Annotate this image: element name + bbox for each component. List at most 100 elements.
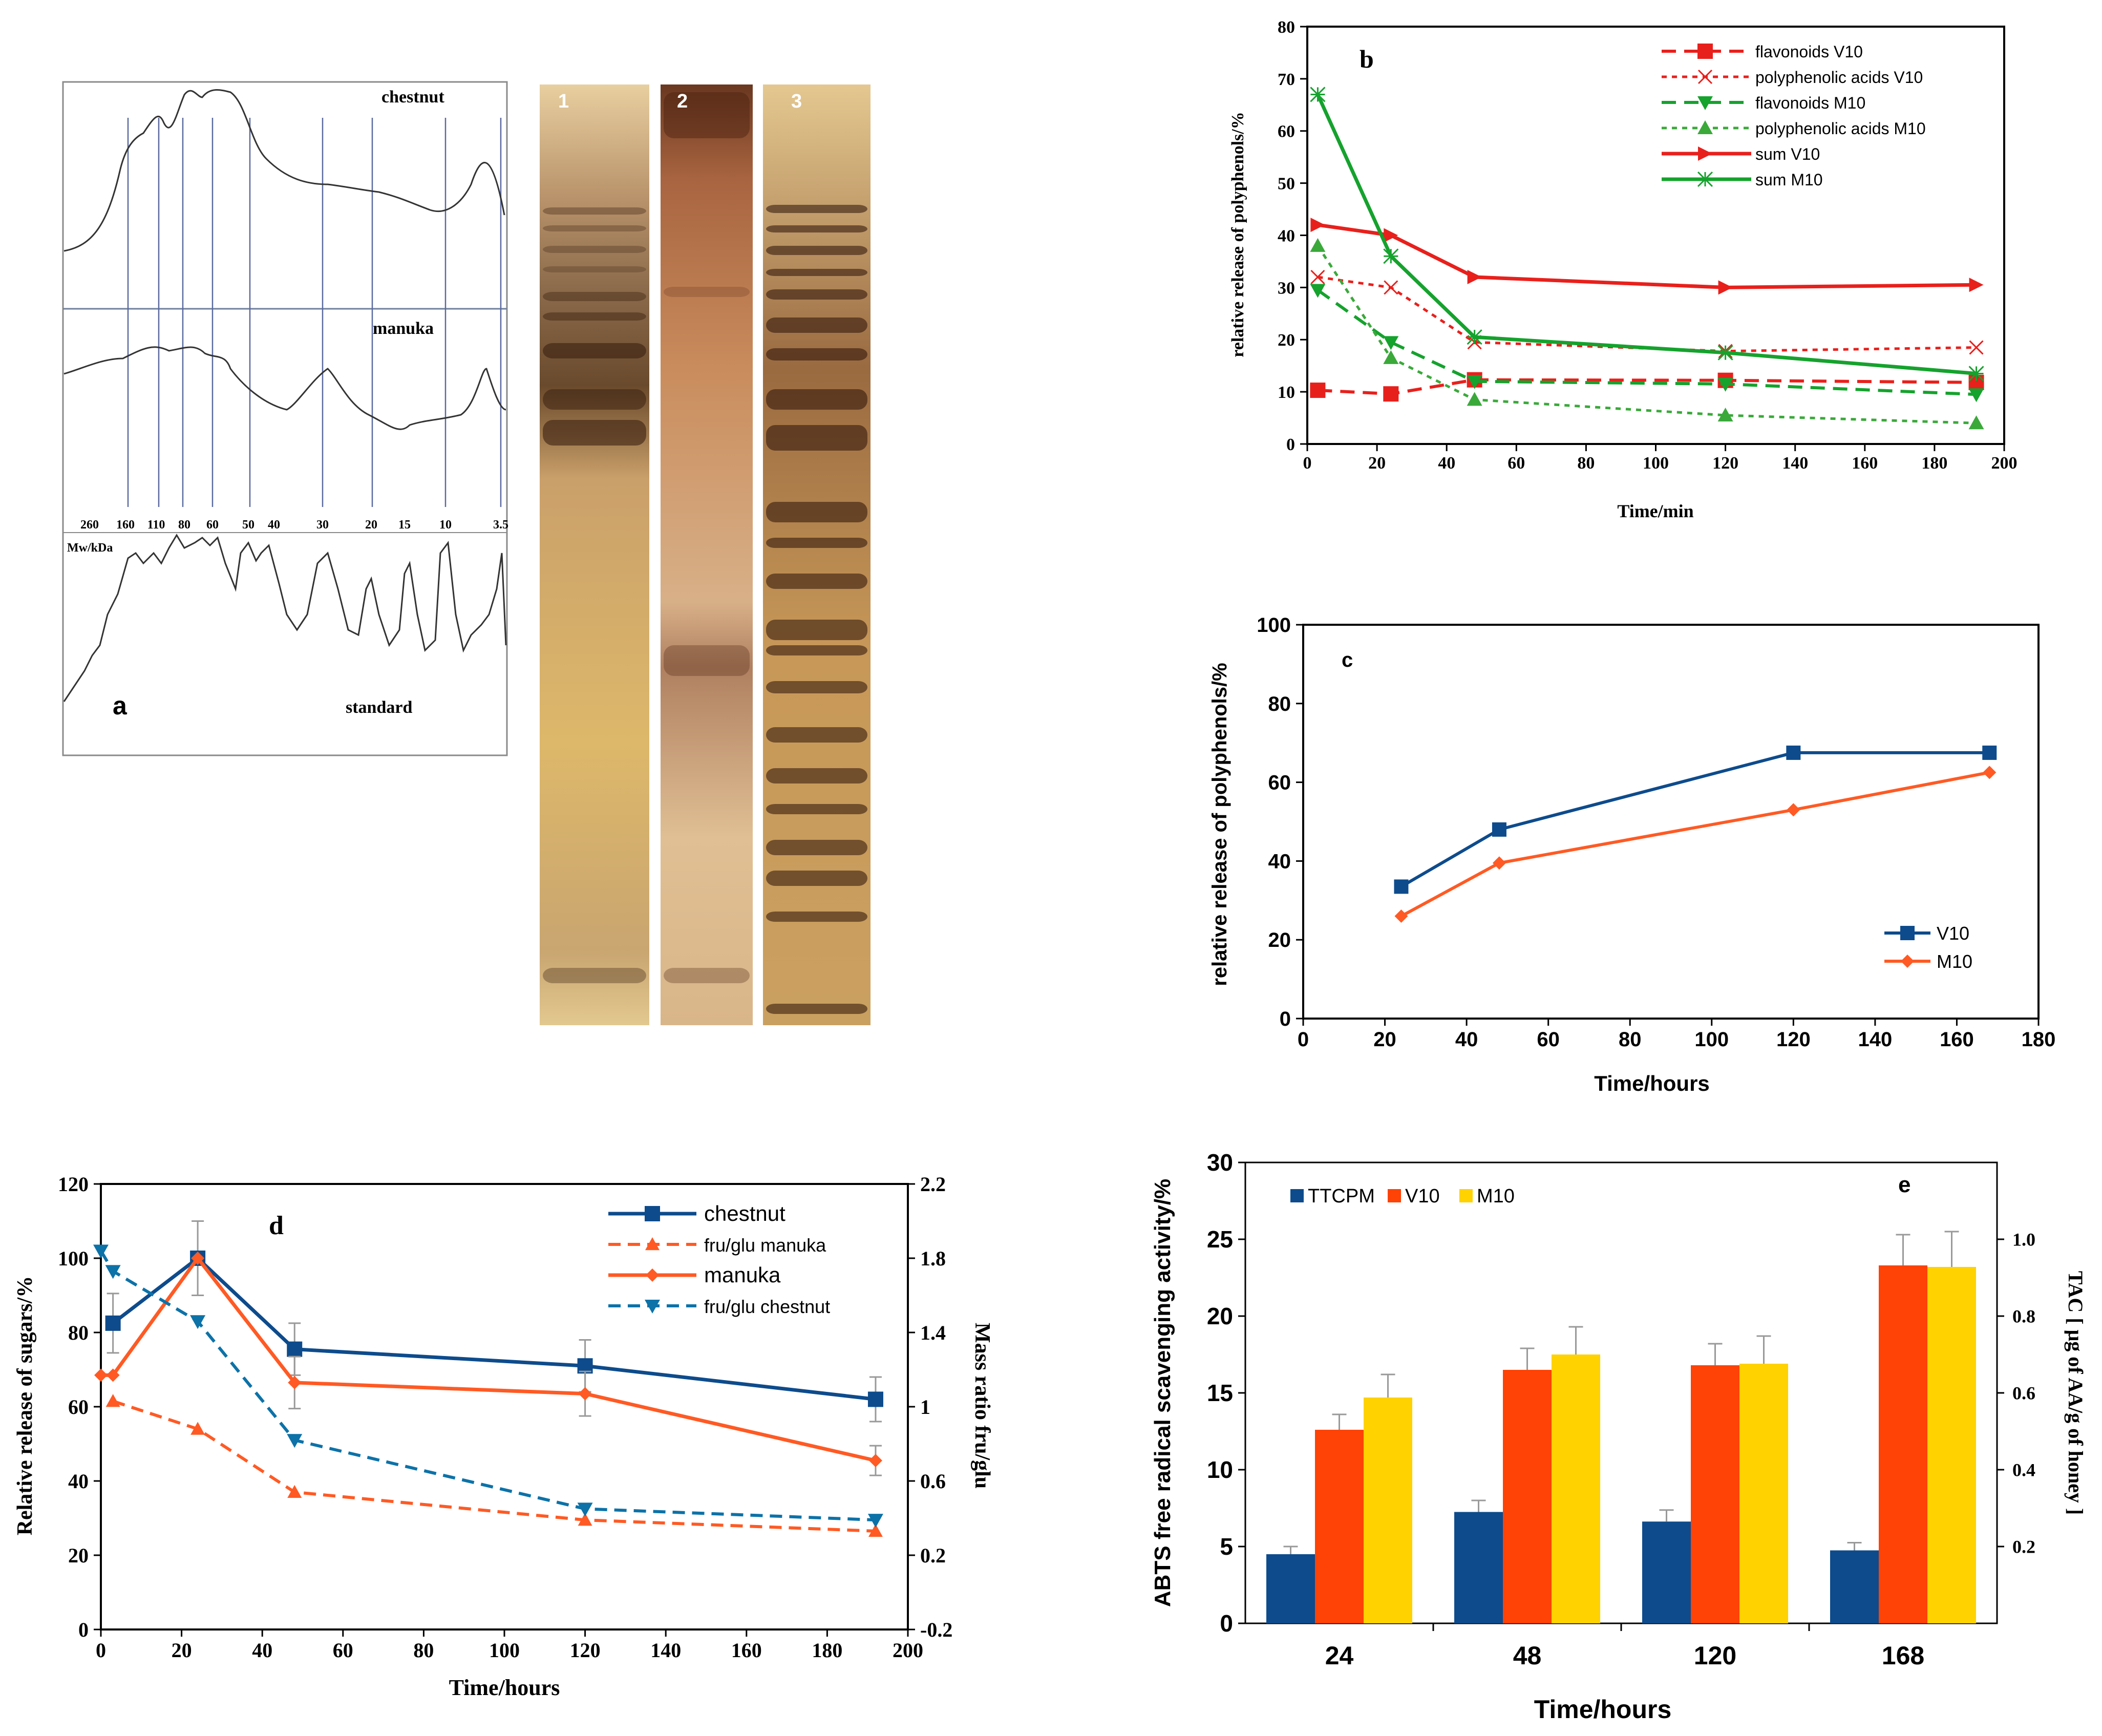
panel-b-letter: b [1360,45,1374,73]
point-manuka [106,1368,120,1382]
series-line-fru-glu-manuka [112,1400,876,1533]
bar-ttcpm-168 [1830,1550,1879,1623]
gel-band [543,312,646,321]
point-polyphenolic-acids-v10 [1310,269,1325,285]
legend-label-v10: V10 [1405,1185,1440,1207]
point-sum-v10 [1718,280,1733,295]
point-fru-glu-manuka [105,1394,120,1407]
x-tick-label: 140 [1782,454,1808,473]
mw-tick-label: 160 [116,518,135,532]
bar-ttcpm-120 [1642,1521,1691,1623]
point-fru-glu-manuka [578,1513,592,1526]
series-m10 [1364,1231,1976,1623]
x-tick-label: 200 [893,1639,923,1662]
point-v10 [1786,745,1801,760]
legend-marker-chestnut [645,1206,660,1221]
y-tick-label: 1.8 [920,1247,946,1270]
panel-d-y2label: Mass ratio fru/glu [970,1323,994,1489]
panel-c: 0 20 40 60 80 100 120 140 160 180 0 20 40 60 80 100 c T… [1208,614,2055,1095]
panel-e-series [1266,1231,1976,1623]
legend-label-sum-v10: sum V10 [1755,145,1820,163]
panel-a-letter: a [113,691,128,720]
point-sum-m10 [1310,87,1326,102]
legend-marker-fru-glu-chestnut [645,1300,660,1314]
y-tick-label: 0.8 [2012,1306,2035,1327]
gel-band [766,269,867,276]
y-tick-label: 25 [1207,1226,1233,1253]
bar-ttcpm-24 [1266,1554,1315,1623]
x-tick-label: 20 [1373,1028,1396,1051]
legend-marker-flavonoids-m10 [1697,96,1713,110]
point-fru-glu-manuka [287,1485,302,1498]
legend-label-sum-m10: sum M10 [1755,171,1823,189]
y-tick-label: 15 [1207,1380,1233,1406]
legend-marker-v10 [1900,926,1915,940]
gel-band [543,266,646,272]
point-polyphenolic-acids-m10 [1310,238,1326,252]
gel-band [543,968,646,983]
x-tick-label: 80 [413,1639,434,1662]
panel-b-legend: flavonoids V10 polyphenolic acids V10 flav… [1662,43,1926,189]
bar-v10-168 [1879,1265,1927,1623]
gel-band [664,287,750,297]
error-bars-manuka [288,1356,882,1476]
point-manuka [94,1368,108,1382]
x-tick-label: 40 [1455,1028,1478,1051]
legend-label-polyphenolic-acids-m10: polyphenolic acids M10 [1755,119,1926,138]
gel-image: 1 2 3 [540,84,870,1025]
series-flavonoids-m10 [1310,284,1984,403]
y-tick-label: 0 [1220,1610,1233,1637]
series-line-polyphenolic-acids-m10 [1317,245,1977,425]
point-fru-glu-chestnut [93,1244,109,1259]
y-tick-label: 20 [68,1544,89,1567]
y-tick-label: 80 [1278,18,1295,37]
y-tick-label: 10 [1278,383,1295,402]
point-m10 [1787,803,1800,817]
y-tick-label: 40 [68,1470,89,1493]
y-tick-label: 0.4 [2012,1460,2035,1480]
point-v10 [1982,745,1997,760]
point-m10 [1492,856,1506,870]
gel-band [766,681,867,693]
gel-bands [543,92,867,1014]
point-sum-v10 [1467,270,1482,284]
gel-band [766,425,867,451]
gel-band [543,389,646,410]
bar-m10-24 [1364,1398,1412,1623]
panel-d-axes: 0 20 40 60 80 100 120 140 160 180 200 0 20 40 60 80 100 1… [58,1173,952,1662]
x-tick-label: 180 [1921,454,1947,473]
lane-label-1: 1 [558,91,569,112]
point-manuka [578,1387,592,1401]
x-tick-label: 0 [1303,454,1312,473]
y-tick-label: 2.2 [920,1173,946,1196]
gel-lane-3 [763,84,870,1025]
lane-label-2: 2 [677,91,688,112]
x-tick-label: 120 [570,1639,601,1662]
category-label-24: 24 [1325,1641,1354,1670]
point-flavonoids-m10 [1467,375,1482,389]
gel-band [766,871,867,886]
gel-band [766,348,867,361]
gel-band [664,968,750,983]
series-line-v10 [1400,751,1990,888]
mw-tick-label: 50 [242,518,254,532]
gel-band [543,420,646,446]
y-tick-label: 100 [1257,614,1291,637]
legend-marker-m10 [1901,955,1914,968]
x-tick-label: 160 [1852,454,1878,473]
series-line-sum-v10 [1317,223,1977,289]
gel-band [766,1004,867,1014]
y-tick-label: 0.2 [2012,1537,2035,1557]
point-fru-glu-manuka [190,1422,205,1435]
gel-band [766,804,867,814]
gel-band [766,225,867,232]
x-tick-label: 140 [650,1639,681,1662]
x-tick-label: 40 [252,1639,272,1662]
panel-e-axes: 0 5 10 15 20 25 30 0.2 0.4 0.6 0.8 1.0 24 48 120 168 [1207,1149,2035,1670]
y-tick-label: 20 [1278,331,1295,350]
bar-v10-120 [1691,1365,1739,1623]
bar-m10-120 [1739,1364,1788,1623]
series-m10 [1394,766,1997,923]
gel-lane-2 [661,84,753,1025]
